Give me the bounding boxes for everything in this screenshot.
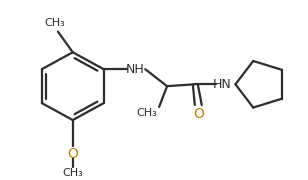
Text: O: O	[193, 107, 204, 121]
Text: NH: NH	[126, 63, 145, 76]
Text: CH₃: CH₃	[45, 18, 65, 28]
Text: CH₃: CH₃	[62, 168, 83, 178]
Text: CH₃: CH₃	[136, 108, 157, 118]
Text: O: O	[67, 147, 78, 161]
Text: HN: HN	[213, 78, 232, 91]
